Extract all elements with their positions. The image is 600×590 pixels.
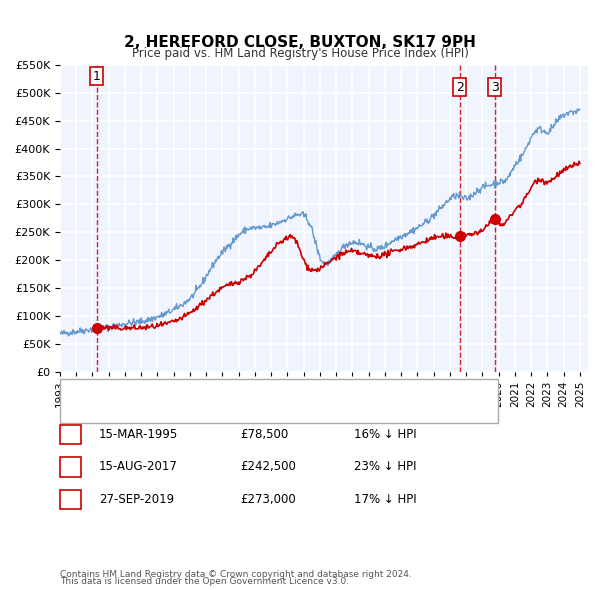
Text: 23% ↓ HPI: 23% ↓ HPI xyxy=(354,460,416,473)
Text: 1: 1 xyxy=(92,70,100,83)
Text: This data is licensed under the Open Government Licence v3.0.: This data is licensed under the Open Gov… xyxy=(60,578,349,586)
Text: £242,500: £242,500 xyxy=(240,460,296,473)
Text: £78,500: £78,500 xyxy=(240,428,288,441)
Text: 1: 1 xyxy=(67,428,74,441)
Text: £273,000: £273,000 xyxy=(240,493,296,506)
Text: HPI: Average price, detached house, High Peak: HPI: Average price, detached house, High… xyxy=(126,411,371,421)
Text: 2: 2 xyxy=(67,460,74,473)
Text: 3: 3 xyxy=(491,81,499,94)
Text: Price paid vs. HM Land Registry's House Price Index (HPI): Price paid vs. HM Land Registry's House … xyxy=(131,47,469,60)
Text: 2, HEREFORD CLOSE, BUXTON, SK17 9PH (detached house): 2, HEREFORD CLOSE, BUXTON, SK17 9PH (det… xyxy=(126,399,436,408)
Text: 2: 2 xyxy=(456,81,464,94)
Text: ─────: ───── xyxy=(78,397,115,410)
Text: Contains HM Land Registry data © Crown copyright and database right 2024.: Contains HM Land Registry data © Crown c… xyxy=(60,571,412,579)
Text: 27-SEP-2019: 27-SEP-2019 xyxy=(99,493,174,506)
Text: 2, HEREFORD CLOSE, BUXTON, SK17 9PH: 2, HEREFORD CLOSE, BUXTON, SK17 9PH xyxy=(124,35,476,50)
Text: 15-AUG-2017: 15-AUG-2017 xyxy=(99,460,178,473)
Text: 17% ↓ HPI: 17% ↓ HPI xyxy=(354,493,416,506)
Text: 3: 3 xyxy=(67,493,74,506)
Text: ─────: ───── xyxy=(78,409,115,422)
Text: 15-MAR-1995: 15-MAR-1995 xyxy=(99,428,178,441)
Text: 16% ↓ HPI: 16% ↓ HPI xyxy=(354,428,416,441)
